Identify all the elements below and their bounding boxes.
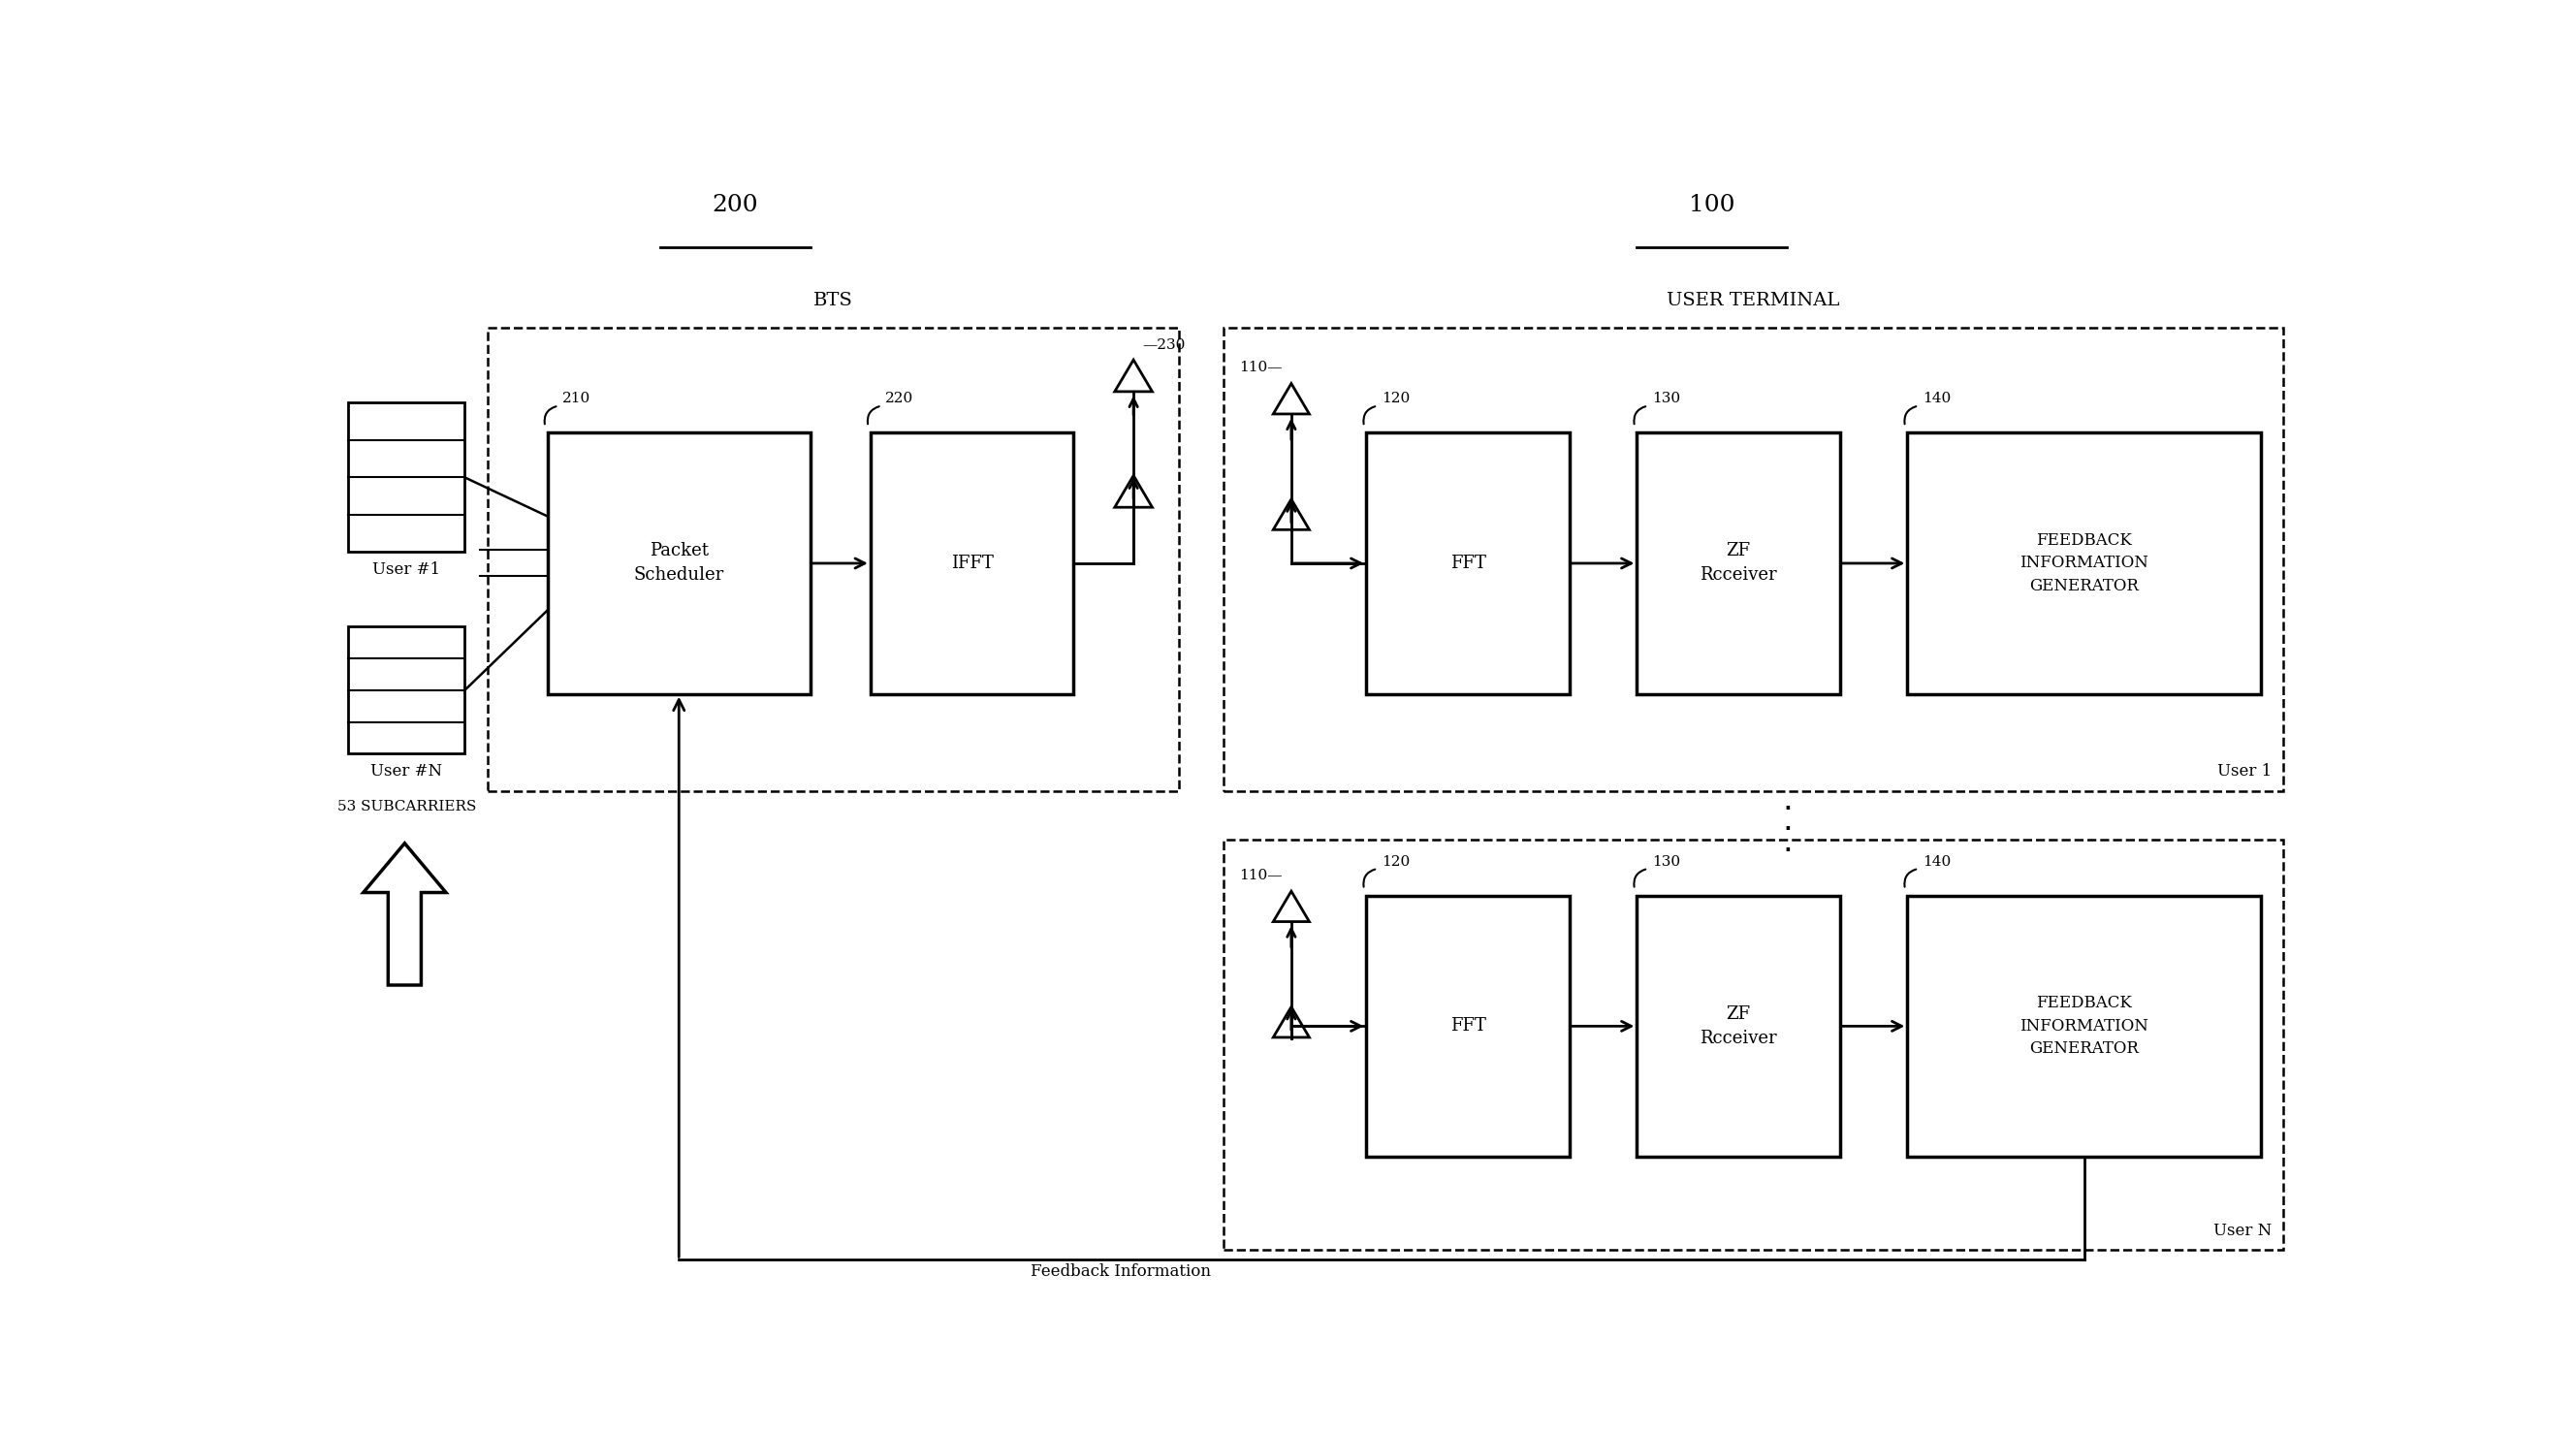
Text: .: . — [1783, 826, 1793, 858]
Text: FEEDBACK
INFORMATION
GENERATOR: FEEDBACK INFORMATION GENERATOR — [2020, 532, 2148, 594]
Text: USER TERMINAL: USER TERMINAL — [1667, 293, 1839, 310]
Text: 200: 200 — [711, 194, 757, 217]
Text: 100: 100 — [1690, 194, 1736, 217]
Text: ZF
Rcceiver: ZF Rcceiver — [1700, 542, 1777, 584]
Text: .: . — [1783, 784, 1793, 816]
Bar — [549, 433, 811, 694]
Text: 140: 140 — [1922, 391, 1950, 406]
Text: 220: 220 — [886, 391, 914, 406]
Text: Packet
Scheduler: Packet Scheduler — [634, 542, 724, 584]
Text: FEEDBACK
INFORMATION
GENERATOR: FEEDBACK INFORMATION GENERATOR — [2020, 995, 2148, 1057]
Text: 120: 120 — [1381, 855, 1409, 869]
Text: Feedback Information: Feedback Information — [1030, 1263, 1211, 1281]
Text: 110—: 110— — [1239, 361, 1283, 374]
Text: ZF
Rcceiver: ZF Rcceiver — [1700, 1005, 1777, 1047]
Text: FFT: FFT — [1450, 1018, 1486, 1035]
Bar — [348, 627, 464, 754]
Text: User #1: User #1 — [374, 561, 440, 578]
Text: User 1: User 1 — [2218, 763, 2272, 780]
Text: 140: 140 — [1922, 855, 1950, 869]
Bar — [348, 403, 464, 552]
Text: .: . — [1783, 804, 1793, 837]
Text: 130: 130 — [1651, 855, 1680, 869]
Bar — [487, 328, 1180, 792]
Bar — [1636, 433, 1839, 694]
Text: FFT: FFT — [1450, 555, 1486, 572]
Text: 130: 130 — [1651, 391, 1680, 406]
Text: User N: User N — [2213, 1222, 2272, 1239]
Text: BTS: BTS — [814, 293, 853, 310]
Bar — [1224, 328, 2282, 792]
Bar — [1224, 839, 2282, 1250]
Bar — [1906, 895, 2262, 1157]
Text: 53 SUBCARRIERS: 53 SUBCARRIERS — [337, 800, 477, 813]
Text: —230: —230 — [1144, 338, 1185, 353]
Bar — [871, 433, 1074, 694]
Bar — [1636, 895, 1839, 1157]
Text: User #N: User #N — [371, 763, 443, 779]
Bar — [1365, 433, 1569, 694]
Text: 110—: 110— — [1239, 869, 1283, 882]
Bar — [1906, 433, 2262, 694]
Text: 120: 120 — [1381, 391, 1409, 406]
Bar — [1365, 895, 1569, 1157]
Text: 210: 210 — [562, 391, 590, 406]
Text: IFFT: IFFT — [951, 555, 994, 572]
